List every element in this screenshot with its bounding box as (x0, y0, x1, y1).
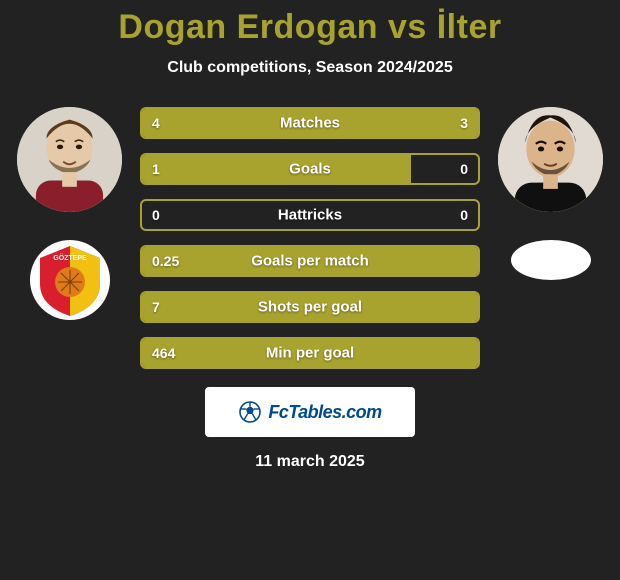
stat-label: Goals (142, 161, 478, 178)
person-icon (17, 107, 122, 212)
stat-value-right: 0 (460, 161, 468, 177)
stat-row: 0Hattricks0 (140, 199, 480, 231)
player-right-avatar (498, 107, 603, 212)
branding-label: FcTables.com (268, 402, 381, 423)
stat-row: 7Shots per goal (140, 291, 480, 323)
stat-label: Min per goal (142, 345, 478, 362)
stats-bars: 4Matches31Goals00Hattricks00.25Goals per… (140, 107, 480, 369)
svg-text:GÖZTEPE: GÖZTEPE (53, 253, 87, 262)
stat-label: Goals per match (142, 253, 478, 270)
stat-label: Hattricks (142, 207, 478, 224)
branding-badge[interactable]: FcTables.com (205, 387, 415, 437)
stat-row: 464Min per goal (140, 337, 480, 369)
stat-label: Matches (142, 115, 478, 132)
main-area: GÖZTEPE 4Matches31Goals00Hattricks00.25G… (0, 107, 620, 369)
right-column (498, 107, 603, 280)
stat-label: Shots per goal (142, 299, 478, 316)
soccer-ball-icon (238, 400, 262, 424)
person-icon (498, 107, 603, 212)
player-left-club-badge: GÖZTEPE (30, 240, 110, 320)
stat-value-right: 3 (460, 115, 468, 131)
page-subtitle: Club competitions, Season 2024/2025 (0, 59, 620, 77)
stat-value-right: 0 (460, 207, 468, 223)
stat-row: 1Goals0 (140, 153, 480, 185)
player-left-avatar (17, 107, 122, 212)
player-right-club-badge (511, 240, 591, 280)
stat-row: 4Matches3 (140, 107, 480, 139)
page-title: Dogan Erdogan vs İlter (0, 8, 620, 47)
footer-date: 11 march 2025 (0, 453, 620, 471)
left-column: GÖZTEPE (17, 107, 122, 320)
club-badge-icon: GÖZTEPE (30, 240, 110, 320)
comparison-card: Dogan Erdogan vs İlter Club competitions… (0, 0, 620, 580)
stat-row: 0.25Goals per match (140, 245, 480, 277)
